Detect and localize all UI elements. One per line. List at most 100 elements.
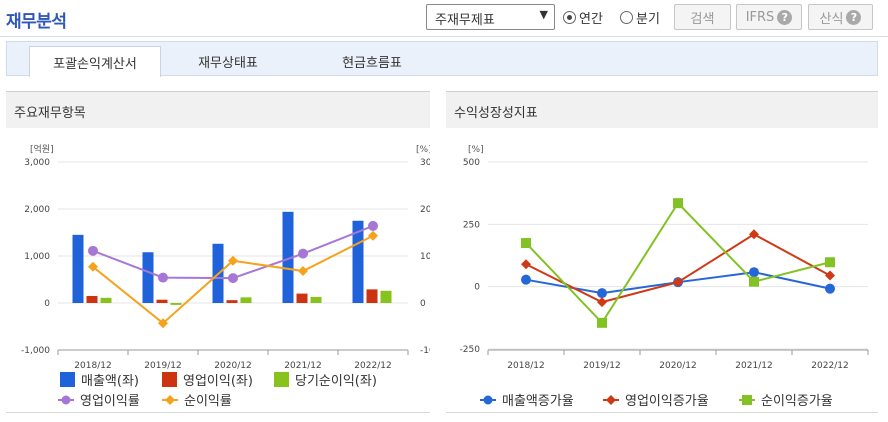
left-tick-label: 3,000 [24, 158, 50, 168]
x-tick-label: 2020/12 [214, 361, 251, 371]
x-tick-label: 2018/12 [74, 361, 111, 371]
bar-net-income [170, 303, 182, 305]
statement-tabs: 포괄손익계산서 재무상태표 현금흐름표 [6, 41, 878, 77]
tab-income-statement[interactable]: 포괄손익계산서 [29, 46, 161, 77]
search-button-label: 검색 [690, 11, 715, 27]
bar-revenue [282, 211, 294, 303]
tab-balance-sheet[interactable]: 재무상태표 [173, 46, 283, 77]
left-tick-label: 2,000 [24, 205, 50, 215]
bar-op-income [156, 299, 168, 303]
bar-op-income [366, 289, 378, 303]
point-revenue-growth [825, 283, 835, 294]
right-axis-unit: [%] [416, 145, 430, 155]
bar-revenue [72, 234, 84, 303]
radio-annual-label: 연간 [579, 12, 603, 27]
legend-revenue-growth[interactable]: 매출액증가율 [480, 390, 574, 409]
left-tick-label: 0 [44, 299, 50, 309]
statement-type-select[interactable]: 주재무제표 ▼ [426, 4, 555, 30]
right-tick-label: 0 [420, 299, 426, 309]
radio-annual[interactable]: 연간 [563, 8, 603, 27]
point-op-growth [521, 259, 531, 270]
bar-net-income [310, 296, 322, 303]
legend-net-margin-swatch [162, 394, 178, 405]
help-icon: ? [777, 9, 793, 25]
bar-op-income [86, 295, 98, 303]
point-op-margin [158, 272, 168, 283]
point-net-margin [298, 266, 308, 277]
radio-annual-dot [563, 11, 576, 24]
line-op-margin [92, 224, 374, 280]
point-op-growth [825, 270, 835, 281]
point-op-growth [597, 297, 607, 308]
right-tick-label: 20 [420, 205, 430, 215]
bar-op-income [296, 293, 308, 303]
point-net-margin [228, 255, 238, 266]
formula-button-label: 산식 [819, 11, 844, 27]
ifrs-button[interactable]: IFRS ? [736, 4, 802, 30]
axis-unit: [%] [468, 145, 484, 155]
y-tick-label: -250 [460, 345, 481, 355]
legend-op-income-swatch [162, 372, 177, 387]
tab-cash-flow[interactable]: 현금흐름표 [307, 46, 437, 77]
key-financials-title: 주요재무항목 [6, 92, 430, 128]
bar-net-income [380, 290, 392, 303]
x-tick-label: 2022/12 [811, 361, 848, 371]
x-tick-label: 2019/12 [144, 361, 181, 371]
growth-indicators-panel: 수익성장성지표 [%] 500 250 0 -250 2018/12 2019/12 2020… [446, 91, 878, 413]
left-tick-label: -1,000 [21, 346, 50, 356]
header-divider [0, 36, 888, 37]
chevron-down-icon: ▼ [539, 8, 548, 21]
bar-revenue [352, 220, 364, 303]
legend-op-margin[interactable]: 영업이익률 [58, 390, 140, 409]
legend-revenue-swatch [60, 372, 75, 387]
legend-net-margin[interactable]: 순이익률 [162, 390, 232, 409]
radio-quarter-label: 분기 [636, 12, 660, 27]
growth-indicators-chart: [%] 500 250 0 -250 2018/12 2019/12 2020/12 2021/… [460, 145, 869, 371]
x-tick-label: 2020/12 [659, 361, 696, 371]
point-net-growth [749, 276, 759, 287]
tab-balance-sheet-label: 재무상태표 [198, 56, 258, 71]
point-net-margin [368, 230, 378, 241]
legend-op-growth-swatch [603, 394, 619, 405]
point-revenue-growth [749, 267, 759, 278]
y-tick-label: 500 [463, 158, 480, 168]
legend-net-income-label: 당기순이익(좌) [295, 374, 377, 389]
point-revenue-growth [597, 288, 607, 299]
point-op-growth [749, 229, 759, 240]
tab-cash-flow-label: 현금흐름표 [342, 56, 402, 71]
x-tick-label: 2021/12 [735, 361, 772, 371]
panel-bottom-border [446, 412, 878, 413]
panel-bottom-border [6, 412, 430, 413]
legend-net-growth-label: 순이익증가율 [761, 394, 833, 409]
formula-button[interactable]: 산식 ? [808, 4, 873, 30]
legend-revenue[interactable]: 매출액(좌) [60, 370, 139, 389]
point-net-margin [88, 261, 98, 272]
search-button[interactable]: 검색 [674, 4, 731, 30]
bar-op-income [226, 300, 238, 303]
y-tick-label: 0 [474, 283, 480, 293]
legend-revenue-label: 매출액(좌) [81, 374, 139, 389]
radio-quarter[interactable]: 분기 [620, 8, 660, 27]
bar-revenue [142, 252, 154, 303]
y-tick-label: 250 [463, 220, 480, 230]
point-op-margin [88, 245, 98, 256]
bar-net-income [100, 297, 112, 303]
right-tick-label: 10 [420, 252, 430, 262]
key-financials-panel: 주요재무항목 [억원] [%] 3,000 30 2,000 20 1,000 10 0 0 -1,… [6, 91, 430, 413]
growth-indicators-title: 수익성장성지표 [446, 92, 878, 128]
point-op-margin [298, 248, 308, 259]
legend-op-growth-label: 영업이익증가율 [625, 394, 709, 409]
x-tick-label: 2021/12 [284, 361, 321, 371]
point-net-growth [521, 238, 531, 249]
legend-op-income[interactable]: 영업이익(좌) [162, 370, 253, 389]
legend-op-income-label: 영업이익(좌) [183, 374, 253, 389]
x-tick-label: 2019/12 [583, 361, 620, 371]
legend-op-growth[interactable]: 영업이익증가율 [603, 390, 709, 409]
key-financials-chart: [억원] [%] 3,000 30 2,000 20 1,000 10 0 0 -1,000 -10 2… [21, 143, 430, 371]
legend-net-growth-swatch [739, 394, 755, 405]
bar-net-income [240, 297, 252, 303]
legend-net-income[interactable]: 당기순이익(좌) [274, 370, 377, 389]
point-net-growth [825, 257, 835, 268]
legend-net-growth[interactable]: 순이익증가율 [739, 390, 833, 409]
point-net-margin [158, 318, 168, 329]
